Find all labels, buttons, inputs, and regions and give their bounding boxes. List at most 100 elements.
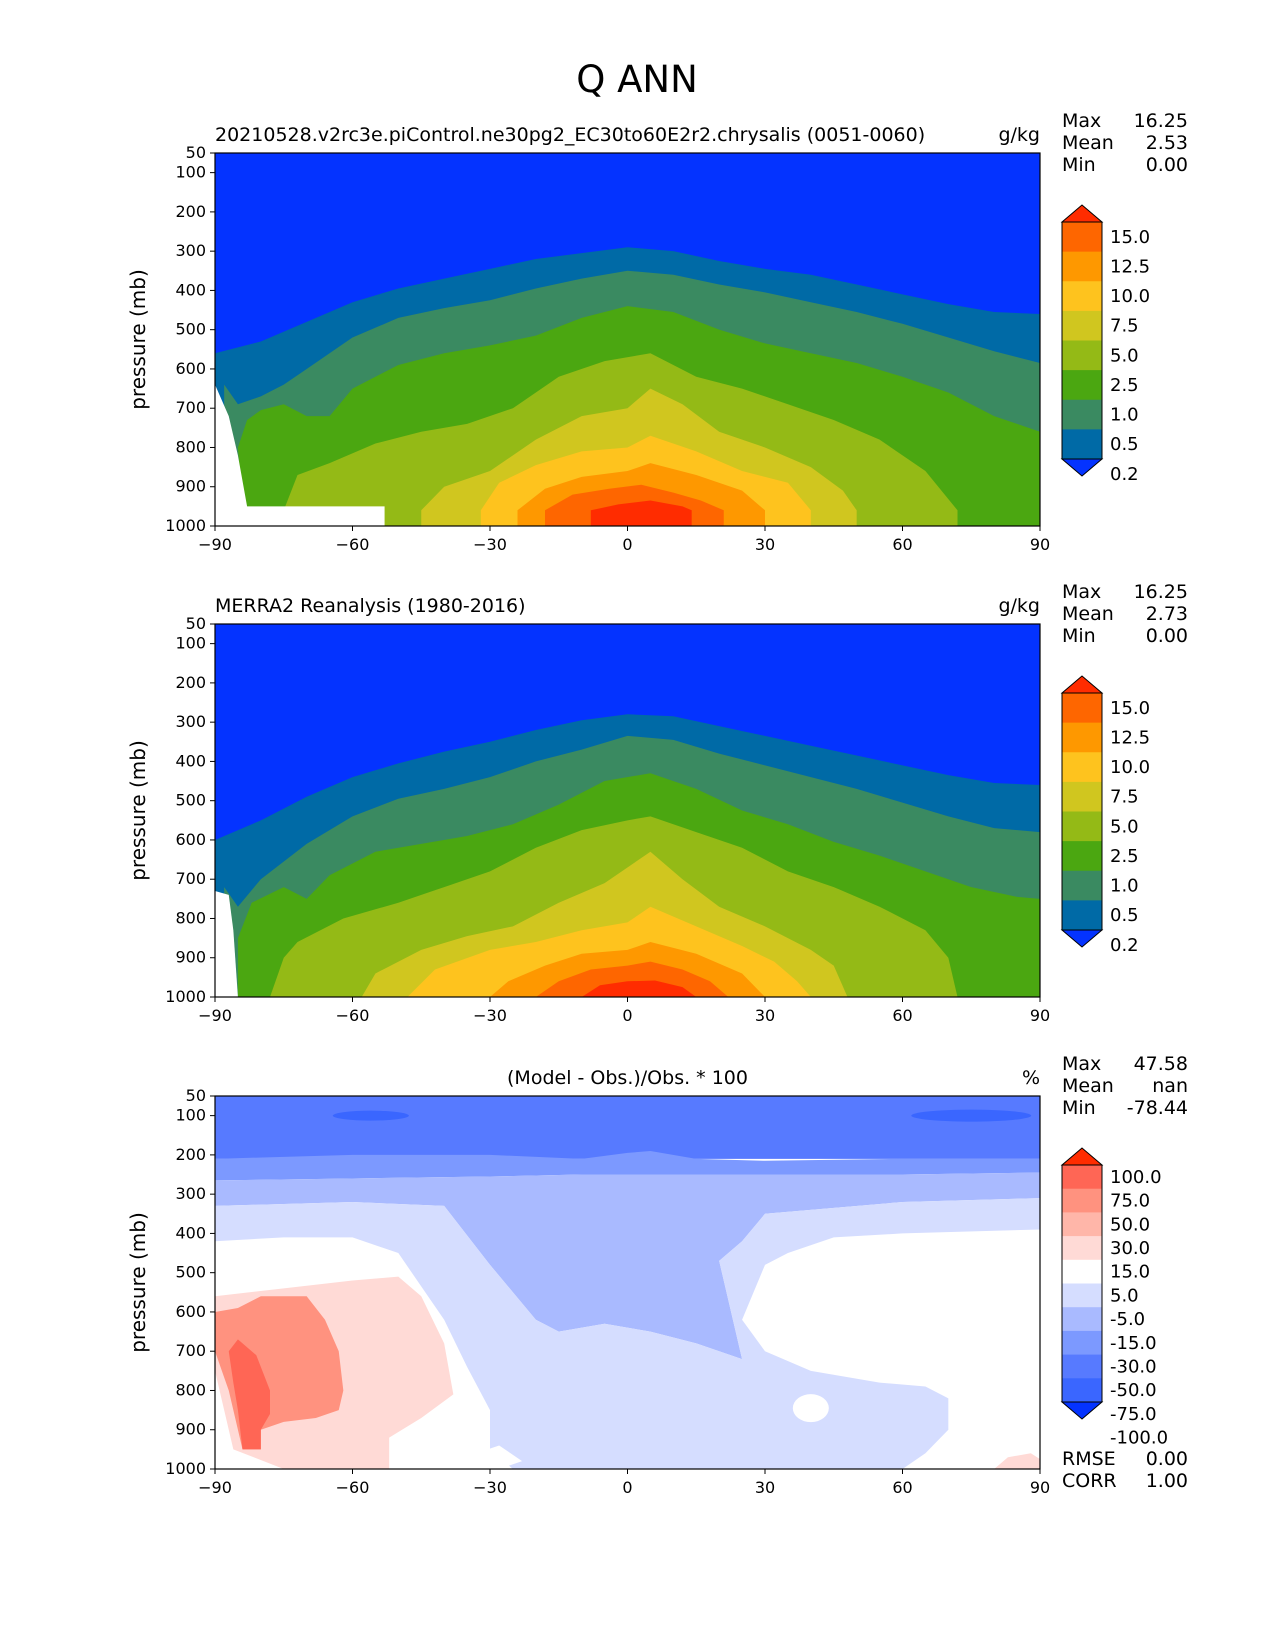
stat-max-value: 47.58 bbox=[1134, 1053, 1188, 1075]
x-tick-label: 90 bbox=[1030, 535, 1050, 554]
colorbar-swatch bbox=[1062, 1354, 1102, 1379]
y-tick-label: 400 bbox=[175, 280, 206, 299]
colorbar-frame bbox=[1061, 1164, 1103, 1403]
colorbar: 15.0 12.5 10.0 7.5 5.0 2.5 1.0 0.5 0.2 bbox=[1060, 204, 1150, 485]
stat-min-value: 0.00 bbox=[1146, 154, 1188, 176]
colorbar-tick-label: 2.5 bbox=[1110, 375, 1139, 396]
stat-max-value: 16.25 bbox=[1134, 110, 1188, 132]
colorbar-tick-label: 5.0 bbox=[1110, 816, 1139, 837]
y-tick-label: 100 bbox=[175, 634, 206, 653]
contour-band bbox=[792, 1394, 829, 1423]
figure-title: Q ANN bbox=[576, 58, 698, 101]
x-tick-label: −60 bbox=[336, 1478, 370, 1497]
y-tick-label: 200 bbox=[175, 202, 206, 221]
metric-label: CORR bbox=[1062, 1470, 1117, 1492]
colorbar: 100.0 75.050.0 30.0 15.05.0 -5.0 -15.0-30.0 -5… bbox=[1060, 1147, 1168, 1449]
x-tick-label: −60 bbox=[336, 535, 370, 554]
colorbar-swatch bbox=[1062, 752, 1102, 783]
x-tick-label: −90 bbox=[198, 1478, 232, 1497]
contour-band bbox=[590, 500, 692, 526]
colorbar-tick-label: 100.0 bbox=[1110, 1167, 1162, 1188]
colorbar-swatch bbox=[1062, 1212, 1102, 1237]
y-tick-label: 900 bbox=[175, 948, 206, 967]
colorbar-tick-label: 2.5 bbox=[1110, 846, 1139, 867]
colorbar: 15.0 12.5 10.0 7.5 5.0 2.5 1.0 0.5 0.2 bbox=[1060, 675, 1150, 956]
metric-rmse-value: 0.00 bbox=[1146, 1448, 1188, 1470]
units-label: g/kg bbox=[998, 595, 1040, 617]
colorbar-tick-label: 7.5 bbox=[1110, 787, 1139, 808]
y-tick-label: 300 bbox=[175, 712, 206, 731]
colorbar-tick-label: 1.0 bbox=[1110, 405, 1139, 426]
stat-min-value: -78.44 bbox=[1127, 1097, 1188, 1119]
y-tick-label: 700 bbox=[175, 1341, 206, 1360]
colorbar-swatch bbox=[1062, 429, 1102, 460]
y-tick-label: 800 bbox=[175, 1380, 206, 1399]
x-tick-label: 0 bbox=[622, 535, 632, 554]
stat-label: Min bbox=[1062, 154, 1096, 176]
colorbar-swatch bbox=[1062, 310, 1102, 341]
x-tick-label: 60 bbox=[892, 535, 912, 554]
x-tick-label: 90 bbox=[1030, 1478, 1050, 1497]
y-tick-label: 400 bbox=[175, 1223, 206, 1242]
contour-band bbox=[332, 1110, 409, 1121]
y-tick-label: 300 bbox=[175, 241, 206, 260]
stat-max-value: 16.25 bbox=[1134, 581, 1188, 603]
contour-fills bbox=[215, 1096, 1040, 1469]
y-tick-label: 50 bbox=[186, 143, 206, 162]
stat-label: Min bbox=[1062, 1097, 1096, 1119]
colorbar-swatch bbox=[1062, 1165, 1102, 1190]
contour-band bbox=[911, 1109, 1032, 1122]
contour-band bbox=[228, 1339, 270, 1450]
x-tick-label: 0 bbox=[622, 1006, 632, 1025]
contour-band bbox=[476, 1445, 523, 1469]
units-label: % bbox=[1022, 1067, 1040, 1089]
panel-title: 20210528.v2rc3e.piControl.ne30pg2_EC30to… bbox=[215, 124, 925, 146]
contour-fills bbox=[215, 153, 1040, 526]
colorbar-swatch bbox=[1062, 870, 1102, 901]
metric-corr-value: 1.00 bbox=[1146, 1470, 1188, 1492]
contour-band bbox=[215, 1150, 1040, 1181]
colorbar-swatch bbox=[1062, 1188, 1102, 1213]
missing-data-region bbox=[215, 890, 238, 997]
colorbar-tick-label: 1.0 bbox=[1110, 876, 1139, 897]
panel-title: MERRA2 Reanalysis (1980-2016) bbox=[215, 595, 526, 617]
y-tick-label: 1000 bbox=[165, 516, 206, 535]
y-tick-label: 900 bbox=[175, 1420, 206, 1439]
contour-band bbox=[994, 1453, 1040, 1469]
stat-label: Mean bbox=[1062, 603, 1114, 625]
contour-band bbox=[215, 1198, 1040, 1469]
y-tick-label: 300 bbox=[175, 1184, 206, 1203]
y-tick-label: 50 bbox=[186, 614, 206, 633]
y-axis-label: pressure (mb) bbox=[126, 269, 150, 410]
colorbar-swatch bbox=[1062, 722, 1102, 753]
x-tick-label: −60 bbox=[336, 1006, 370, 1025]
colorbar-tick-label: 75.0 bbox=[1110, 1191, 1150, 1212]
contour-band bbox=[581, 980, 697, 997]
colorbar-swatch bbox=[1062, 811, 1102, 842]
colorbar-tick-label: 50.0 bbox=[1110, 1214, 1150, 1235]
y-tick-label: 700 bbox=[175, 398, 206, 417]
colorbar-tick-label: 5.0 bbox=[1110, 345, 1139, 366]
stat-label: Mean bbox=[1062, 1075, 1114, 1097]
colorbar-swatch bbox=[1062, 900, 1102, 931]
colorbar-swatch bbox=[1062, 399, 1102, 430]
colorbar-swatch bbox=[1062, 340, 1102, 371]
colorbar-tick-label: -75.0 bbox=[1110, 1404, 1157, 1425]
colorbar-swatch bbox=[1062, 281, 1102, 312]
x-tick-label: 90 bbox=[1030, 1006, 1050, 1025]
colorbar-extend-max bbox=[1060, 204, 1104, 223]
colorbar-extend-min bbox=[1060, 1401, 1104, 1420]
y-axis-label: pressure (mb) bbox=[126, 740, 150, 881]
y-tick-label: 500 bbox=[175, 320, 206, 339]
stat-mean-value: nan bbox=[1152, 1075, 1188, 1097]
colorbar-tick-label: 12.5 bbox=[1110, 727, 1150, 748]
colorbar-extend-min bbox=[1060, 458, 1104, 477]
colorbar-tick-label: 10.0 bbox=[1110, 757, 1150, 778]
y-tick-label: 200 bbox=[175, 673, 206, 692]
colorbar-tick-label: 5.0 bbox=[1110, 1285, 1139, 1306]
colorbar-tick-label: 15.0 bbox=[1110, 1262, 1150, 1283]
units-label: g/kg bbox=[998, 124, 1040, 146]
colorbar-tick-label: 15.0 bbox=[1110, 227, 1150, 248]
colorbar-swatch bbox=[1062, 781, 1102, 812]
stat-label: Max bbox=[1062, 110, 1101, 132]
